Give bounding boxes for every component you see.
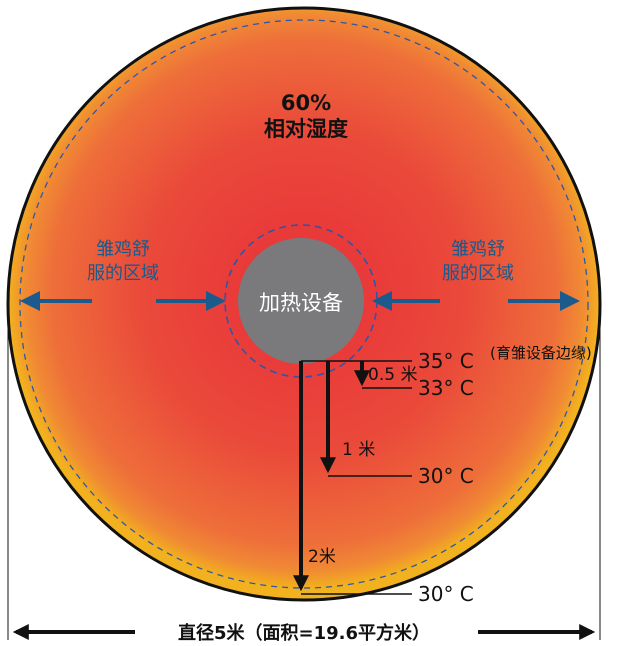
temp-35c-note: (育雏设备边缘) [490,344,592,362]
humidity-value: 60% [281,91,331,115]
distance-0-5m: 0.5 米 [368,365,417,385]
temp-30c-2m: 30° C [418,582,474,606]
comfort-zone-left-line2: 服的区域 [87,263,159,284]
temp-30c-1m: 30° C [418,464,474,488]
comfort-zone-left-line1: 雏鸡舒 [96,239,150,260]
temp-35c: 35° C [418,349,474,373]
diameter-label: 直径5米（面积=19.6平方米） [178,622,430,644]
distance-2m: 2米 [308,547,336,567]
heater-label: 加热设备 [259,291,343,315]
humidity-label: 相对湿度 [264,117,348,141]
temp-33c: 33° C [418,376,474,400]
comfort-zone-right-line2: 服的区域 [442,263,514,284]
heater-circle [238,238,364,364]
distance-1m: 1 米 [342,440,375,460]
comfort-zone-right-line1: 雏鸡舒 [451,239,505,260]
